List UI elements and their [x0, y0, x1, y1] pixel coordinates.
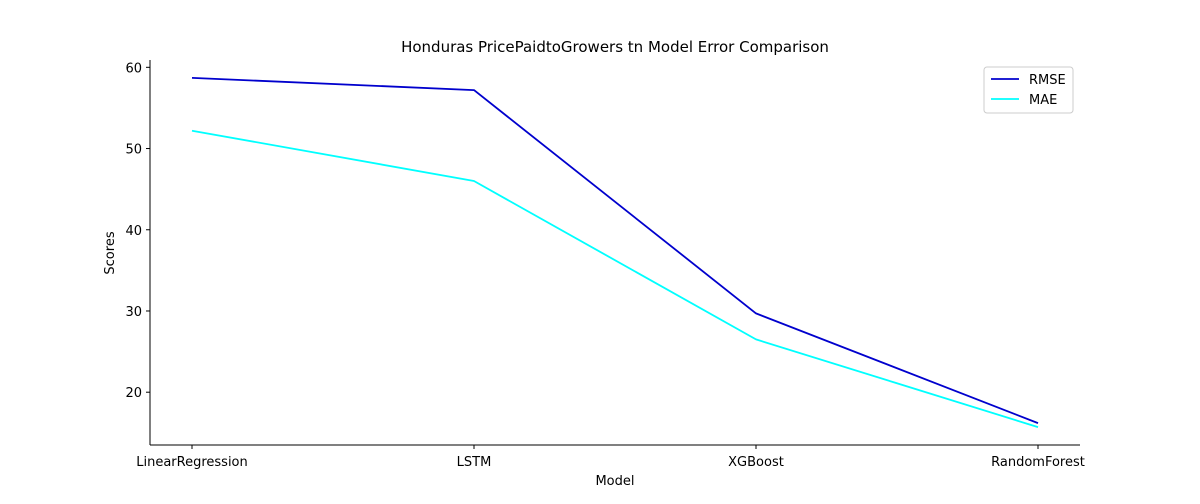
- y-axis-label: Scores: [103, 231, 118, 274]
- y-tick-label: 20: [125, 386, 142, 401]
- legend: RMSE MAE: [984, 67, 1073, 113]
- y-tick-label: 60: [125, 61, 142, 76]
- y-axis-ticks: 20 30 40 50 60: [125, 61, 150, 401]
- x-tick-label: LinearRegression: [136, 455, 248, 470]
- series-line-mae: [192, 131, 1038, 427]
- chart-title: Honduras PricePaidtoGrowers tn Model Err…: [401, 38, 829, 56]
- series-line-rmse: [192, 78, 1038, 423]
- x-tick-label: RandomForest: [991, 455, 1085, 470]
- y-tick-label: 40: [125, 224, 142, 239]
- y-tick-label: 50: [125, 143, 142, 158]
- x-axis-ticks: LinearRegression LSTM XGBoost RandomForest: [136, 445, 1085, 470]
- plot-area: [192, 78, 1038, 427]
- x-tick-label: LSTM: [457, 455, 492, 470]
- y-tick-label: 30: [125, 305, 142, 320]
- x-tick-label: XGBoost: [728, 455, 784, 470]
- legend-label-rmse: RMSE: [1029, 73, 1066, 88]
- legend-label-mae: MAE: [1029, 93, 1057, 108]
- x-axis-label: Model: [595, 474, 634, 489]
